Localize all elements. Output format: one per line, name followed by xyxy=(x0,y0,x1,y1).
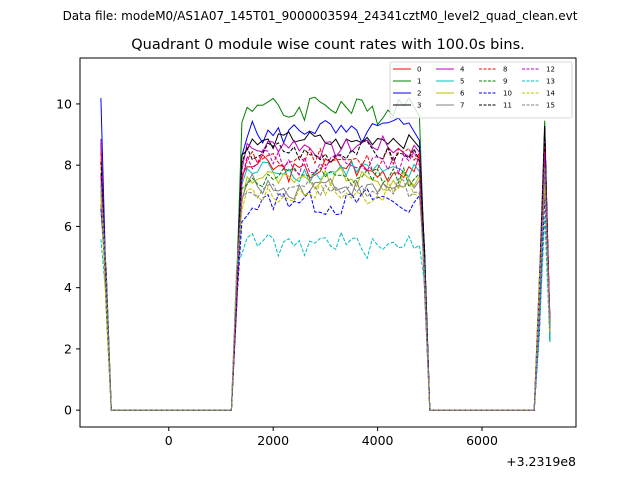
legend-label: 1 xyxy=(417,78,421,86)
legend-label: 4 xyxy=(460,66,465,74)
legend-label: 15 xyxy=(546,102,555,110)
series-line-8 xyxy=(100,145,551,411)
y-tick-label: 0 xyxy=(64,403,72,418)
legend-label: 9 xyxy=(503,78,507,86)
y-tick-label: 2 xyxy=(64,341,72,356)
legend-label: 5 xyxy=(460,78,464,86)
series-line-15 xyxy=(100,167,551,411)
x-tick-label: 2000 xyxy=(257,433,289,448)
legend-label: 2 xyxy=(417,90,421,98)
axes-frame xyxy=(79,57,577,428)
y-tick-label: 8 xyxy=(64,158,72,173)
legend-label: 13 xyxy=(546,78,555,86)
legend-label: 0 xyxy=(417,66,421,74)
legend-box xyxy=(389,61,573,119)
x-tick-label: 6000 xyxy=(466,433,498,448)
legend-label: 10 xyxy=(503,90,512,98)
chart-title: Quadrant 0 module wise count rates with … xyxy=(131,37,525,53)
y-tick-label: 6 xyxy=(64,219,72,234)
legend-label: 14 xyxy=(546,90,555,98)
series-layer xyxy=(100,96,551,411)
y-axis: 0 2 4 6 8 10 xyxy=(56,96,80,418)
x-offset-label: +3.2319e8 xyxy=(506,454,576,469)
legend-label: 6 xyxy=(460,90,465,98)
x-axis: 0 2000 4000 6000 xyxy=(165,427,498,448)
figure-suptitle: Data file: modeM0/AS1A07_145T01_90000035… xyxy=(63,9,578,23)
legend-label: 8 xyxy=(503,66,507,74)
x-tick-label: 0 xyxy=(165,433,173,448)
legend-label: 12 xyxy=(546,66,555,74)
y-tick-label: 4 xyxy=(64,280,72,295)
series-line-14 xyxy=(100,180,551,411)
x-tick-label: 4000 xyxy=(362,433,394,448)
legend-label: 3 xyxy=(417,102,421,110)
y-tick-label: 10 xyxy=(56,96,72,111)
legend-label: 11 xyxy=(503,102,512,110)
legend-label: 7 xyxy=(460,102,464,110)
